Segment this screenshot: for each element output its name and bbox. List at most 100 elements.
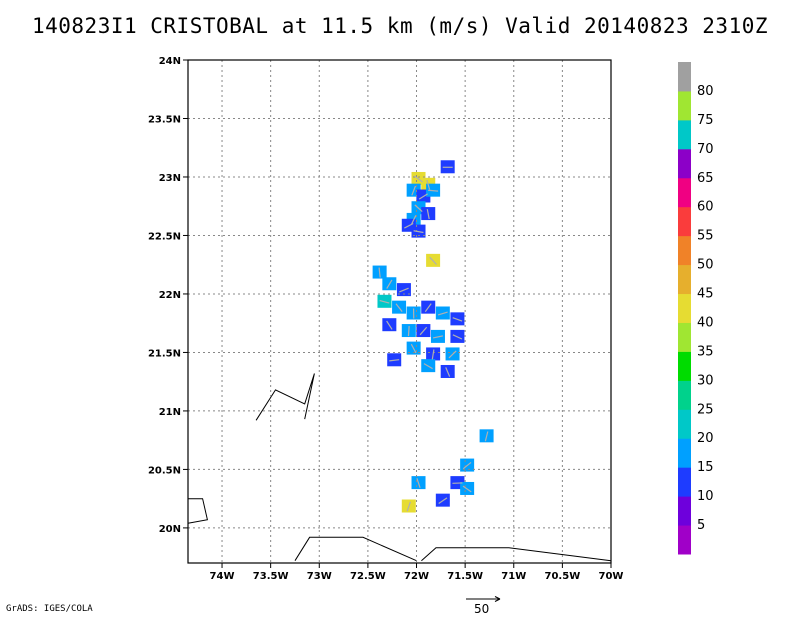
x-tick-label: 73W bbox=[307, 571, 332, 582]
wind-vector bbox=[406, 501, 411, 512]
y-axis: 20N 20.5N 21N 21.5N 22N 22.5N 23N 23.5N 24N bbox=[148, 56, 188, 535]
coastline-layer bbox=[187, 373, 612, 562]
chart-title: 140823I1 CRISTOBAL at 11.5 km (m/s) Vali… bbox=[31, 14, 768, 38]
colorbar-label: 60 bbox=[697, 200, 714, 215]
colorbar-label: 5 bbox=[697, 518, 705, 533]
y-tick-label: 21N bbox=[159, 407, 181, 418]
wind-vector bbox=[386, 320, 393, 330]
x-tick-label: 70W bbox=[599, 571, 624, 582]
wind-vector bbox=[407, 326, 410, 337]
colorbar-swatch bbox=[678, 293, 691, 323]
wind-vector bbox=[484, 431, 489, 442]
colorbar-swatch bbox=[678, 409, 691, 439]
wind-vector bbox=[438, 497, 448, 504]
x-tick-label: 71W bbox=[501, 571, 526, 582]
x-axis: 74W 73.5W 73W 72.5W 72W 71.5W 71W 70.5W 70W bbox=[210, 563, 624, 582]
wind-vector bbox=[416, 478, 421, 489]
y-tick-label: 20N bbox=[159, 524, 181, 535]
wind-vector bbox=[414, 204, 423, 213]
wind-vector bbox=[437, 311, 448, 316]
y-tick-label: 22.5N bbox=[148, 231, 181, 242]
wind-vector bbox=[399, 287, 409, 293]
colorbar-swatch bbox=[678, 322, 691, 352]
reference-vector bbox=[466, 596, 501, 602]
colorbar-label: 25 bbox=[697, 402, 714, 417]
colorbar-swatch bbox=[678, 206, 691, 237]
reference-vector-label: 50 bbox=[474, 602, 490, 616]
plot-frame-border bbox=[187, 59, 612, 564]
wind-vector bbox=[413, 230, 424, 234]
y-tick-label: 22N bbox=[159, 290, 181, 301]
y-tick-label: 24N bbox=[159, 56, 181, 67]
colorbar-swatch bbox=[678, 467, 691, 497]
colorbar-label: 35 bbox=[697, 344, 714, 359]
wind-vector bbox=[410, 215, 417, 225]
wind-vector bbox=[414, 175, 423, 183]
y-tick-label: 20.5N bbox=[148, 465, 181, 476]
y-tick-label: 23N bbox=[159, 173, 181, 184]
wind-vector bbox=[419, 326, 428, 336]
x-tick-label: 71.5W bbox=[447, 571, 483, 582]
colorbar-swatch bbox=[678, 264, 691, 295]
wind-vector bbox=[389, 359, 400, 362]
wind-vector bbox=[378, 267, 381, 278]
colorbar-swatch bbox=[678, 62, 691, 92]
wind-vector bbox=[452, 317, 463, 322]
wind-vector bbox=[426, 209, 430, 220]
colorbar-label: 45 bbox=[697, 287, 714, 302]
wind-vector bbox=[431, 349, 435, 360]
colorbar-label: 40 bbox=[697, 315, 714, 330]
wind-vector bbox=[395, 303, 403, 312]
plot-frame bbox=[187, 59, 612, 564]
colorbar-label: 65 bbox=[697, 171, 714, 186]
x-tick-label: 74W bbox=[210, 571, 235, 582]
colorbar-swatch bbox=[678, 148, 691, 179]
wind-vector bbox=[462, 461, 472, 470]
colorbar-label: 30 bbox=[697, 373, 714, 388]
colorbar-swatch bbox=[678, 351, 691, 381]
reference-vector-head bbox=[494, 596, 501, 602]
wind-vector bbox=[423, 363, 433, 370]
wind-vector bbox=[411, 185, 417, 196]
coastline bbox=[421, 547, 612, 562]
wind-vector bbox=[410, 343, 417, 354]
wind-vector bbox=[429, 256, 437, 265]
coastline bbox=[187, 498, 209, 524]
wind-vector bbox=[452, 334, 463, 340]
colorbar-label: 75 bbox=[697, 113, 714, 128]
y-tick-label: 23.5N bbox=[148, 114, 181, 125]
colorbar-label: 20 bbox=[697, 431, 714, 446]
colorbar: 5 10 15 20 25 30 35 40 45 50 55 60 65 70 75 80 bbox=[678, 62, 714, 555]
credit-text: GrADS: IGES/COLA bbox=[6, 604, 93, 614]
colorbar-swatch bbox=[678, 177, 691, 208]
x-tick-label: 70.5W bbox=[545, 571, 581, 582]
wind-vector bbox=[448, 350, 457, 359]
colorbar-swatch bbox=[678, 235, 691, 266]
colorbar-swatch bbox=[678, 380, 691, 410]
coastline bbox=[255, 373, 315, 421]
wind-vector bbox=[462, 485, 472, 493]
wind-vector bbox=[418, 193, 428, 200]
colorbar-label: 55 bbox=[697, 229, 714, 244]
colorbar-swatch bbox=[678, 438, 691, 468]
colorbar-label: 10 bbox=[697, 489, 714, 504]
colorbar-swatch bbox=[678, 119, 691, 150]
y-tick-label: 21.5N bbox=[148, 348, 181, 359]
wind-vector bbox=[404, 222, 414, 229]
wind-vector bbox=[379, 299, 390, 304]
wind-vector bbox=[432, 335, 443, 339]
colorbar-label: 50 bbox=[697, 258, 714, 273]
wind-vector bbox=[386, 279, 393, 289]
colorbar-swatch bbox=[678, 525, 691, 555]
colorbar-swatch bbox=[678, 90, 691, 121]
wind-vector bbox=[428, 189, 439, 192]
wind-vector bbox=[445, 367, 451, 377]
colorbar-label: 80 bbox=[697, 84, 714, 99]
x-tick-label: 72W bbox=[404, 571, 429, 582]
plot-area bbox=[372, 160, 494, 513]
colorbar-swatch bbox=[678, 496, 691, 526]
x-tick-label: 73.5W bbox=[253, 571, 289, 582]
colorbar-label: 70 bbox=[697, 142, 714, 157]
colorbar-label: 15 bbox=[697, 460, 714, 475]
